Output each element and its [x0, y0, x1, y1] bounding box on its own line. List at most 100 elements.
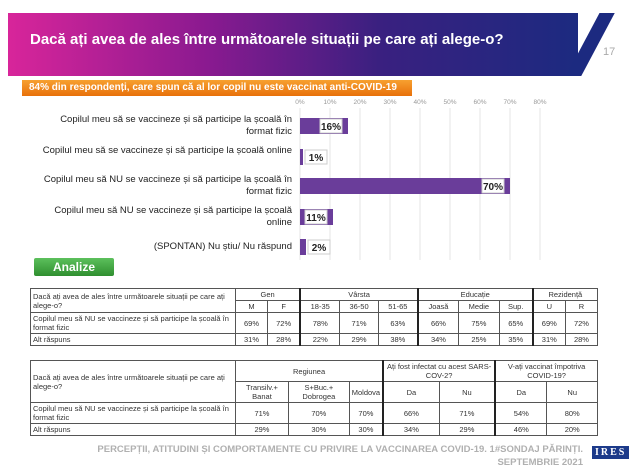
group-header: Rezidență [531, 288, 598, 301]
table-cell: 71% [438, 402, 496, 424]
column-header: Moldova [348, 381, 384, 403]
table-cell: 54% [494, 402, 548, 424]
table-cell: 29% [339, 333, 379, 346]
x-tick-label: 70% [503, 99, 516, 106]
category-label: Copilul meu să NU se vaccineze și să par… [43, 174, 292, 197]
x-tick-label: 50% [443, 99, 456, 106]
table-question: Dacă ați avea de ales între următoarele … [30, 360, 236, 403]
footer-line2: SEPTEMBRIE 2021 [497, 457, 583, 468]
table-cell: 69% [531, 312, 566, 334]
table-cell: 69% [235, 312, 268, 334]
column-header: Nu [438, 381, 496, 403]
table-cell: 72% [266, 312, 301, 334]
table-cell: 63% [377, 312, 419, 334]
table-row: Alt răspuns 31% 28% 22% 29% 38% 34% 25% 35% 31% 28… [30, 333, 599, 346]
x-tick-label: 60% [473, 99, 486, 106]
page-number: 17 [603, 46, 616, 58]
table-question: Dacă ați avea de ales între următoarele … [30, 288, 236, 313]
table-cell: 34% [382, 423, 440, 436]
table-cell: 71% [339, 312, 379, 334]
bar [300, 149, 303, 165]
column-header: Transilv.+ Banat [235, 381, 289, 403]
column-header: Joasă [416, 300, 460, 313]
column-header: S+Buc.+ Dobrogea [287, 381, 350, 403]
data-label-box [304, 149, 328, 165]
table-cell: 31% [235, 333, 268, 346]
table-cell: 31% [531, 333, 566, 346]
table-cell: 78% [299, 312, 341, 334]
footer-line1: PERCEPȚII, ATITUDINI ȘI COMPORTAMENTE CU… [97, 444, 583, 455]
category-label: Copilul meu să NU se vaccineze și să par… [54, 205, 292, 228]
x-tick-label: 40% [413, 99, 426, 106]
column-header: Sup. [498, 300, 534, 313]
table-cell: 38% [377, 333, 419, 346]
page-title: Dacă ați avea de ales între următoarele … [30, 31, 504, 48]
table-cell: 66% [382, 402, 440, 424]
column-header: Nu [546, 381, 598, 403]
category-label: Copilul meu să se vaccineze și să partic… [42, 145, 292, 156]
header-band [8, 13, 578, 76]
data-label: 11% [306, 213, 326, 224]
group-header: V-ați vaccinat împotriva COVID-19? [494, 360, 599, 382]
data-label-box [481, 178, 505, 194]
column-header: F [266, 300, 301, 313]
group-header: Regiunea [235, 360, 384, 382]
table-cell: 65% [498, 312, 534, 334]
table-cell: 20% [546, 423, 598, 436]
x-tick-label: 20% [353, 99, 366, 106]
group-header: Vârsta [299, 288, 419, 301]
row-label: Alt răspuns [30, 333, 236, 346]
table-row: Alt răspuns 29% 30% 30% 34% 29% 46% 20% [30, 423, 598, 436]
table-row: Copilul meu să NU se vaccineze și să par… [30, 312, 599, 334]
table-demographics: Dacă ați avea de ales între următoarele … [30, 288, 599, 346]
analize-button[interactable]: Analize [34, 258, 114, 276]
category-label: Copilul meu să se vaccineze și să partic… [60, 114, 292, 137]
table-region: Dacă ați avea de ales între următoarele … [30, 360, 599, 436]
table-cell: 72% [564, 312, 599, 334]
group-header: Ați fost infectat cu acest SARS-COV-2? [382, 360, 496, 382]
row-label: Copilul meu să NU se vaccineze și să par… [30, 312, 236, 334]
group-header: Gen [235, 288, 301, 301]
category-label: (SPONTAN) Nu știu/ Nu răspund [153, 241, 292, 252]
table-row: Copilul meu să NU se vaccineze și să par… [30, 402, 598, 424]
column-header: Da [494, 381, 548, 403]
x-tick-label: 30% [383, 99, 396, 106]
bar [300, 178, 510, 194]
table-cell: 28% [564, 333, 599, 346]
ires-logo: IRES [592, 446, 630, 459]
row-label: Copilul meu să NU se vaccineze și să par… [30, 402, 236, 424]
table-cell: 70% [287, 402, 350, 424]
table-cell: 29% [438, 423, 496, 436]
table-cell: 70% [348, 402, 384, 424]
column-header: 36-50 [339, 300, 379, 313]
bar [300, 239, 306, 255]
table-cell: 46% [494, 423, 548, 436]
column-header: R [564, 300, 599, 313]
subtitle-banner: 84% din respondenți, care spun că al lor… [22, 80, 412, 96]
x-tick-label: 10% [323, 99, 336, 106]
row-label: Alt răspuns [30, 423, 236, 436]
table-cell: 66% [416, 312, 460, 334]
column-header: Medie [458, 300, 500, 313]
table-cell: 35% [498, 333, 534, 346]
data-label: 2% [312, 243, 327, 254]
column-header: Da [382, 381, 440, 403]
x-tick-label: 0% [295, 99, 305, 106]
table-cell: 34% [416, 333, 460, 346]
data-label: 16% [321, 122, 341, 133]
bar-chart: 0% 10% 20% 30% 40% 50% 60% 70% 80% 16% 1% 70% 11% 2% [295, 99, 547, 260]
table-cell: 75% [458, 312, 500, 334]
table-cell: 28% [266, 333, 301, 346]
table-cell: 30% [287, 423, 350, 436]
data-label-box [319, 118, 343, 134]
table-cell: 80% [546, 402, 598, 424]
footer: PERCEPȚII, ATITUDINI ȘI COMPORTAMENTE CU… [97, 443, 583, 469]
column-header: 18-35 [299, 300, 341, 313]
x-tick-label: 80% [533, 99, 546, 106]
data-label: 70% [483, 182, 503, 193]
column-header: U [531, 300, 566, 313]
table-cell: 29% [235, 423, 289, 436]
table-cell: 22% [299, 333, 341, 346]
data-label: 1% [309, 153, 324, 164]
data-label-box [307, 239, 331, 255]
